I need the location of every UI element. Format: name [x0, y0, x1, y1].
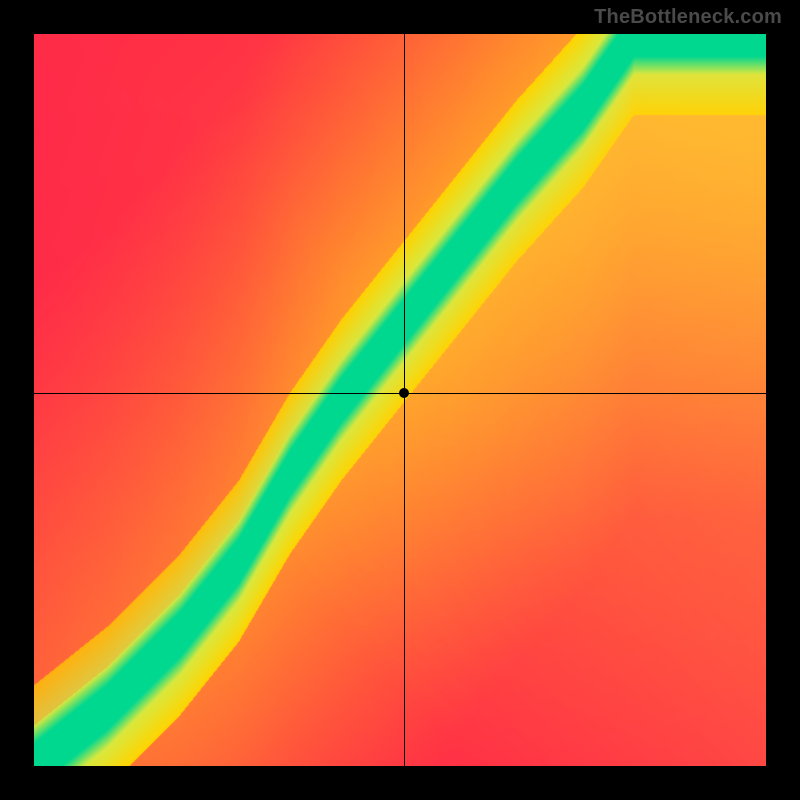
crosshair-marker	[399, 388, 409, 398]
bottleneck-heatmap	[34, 34, 766, 766]
watermark-text: TheBottleneck.com	[594, 6, 782, 29]
crosshair-vertical	[404, 34, 405, 766]
